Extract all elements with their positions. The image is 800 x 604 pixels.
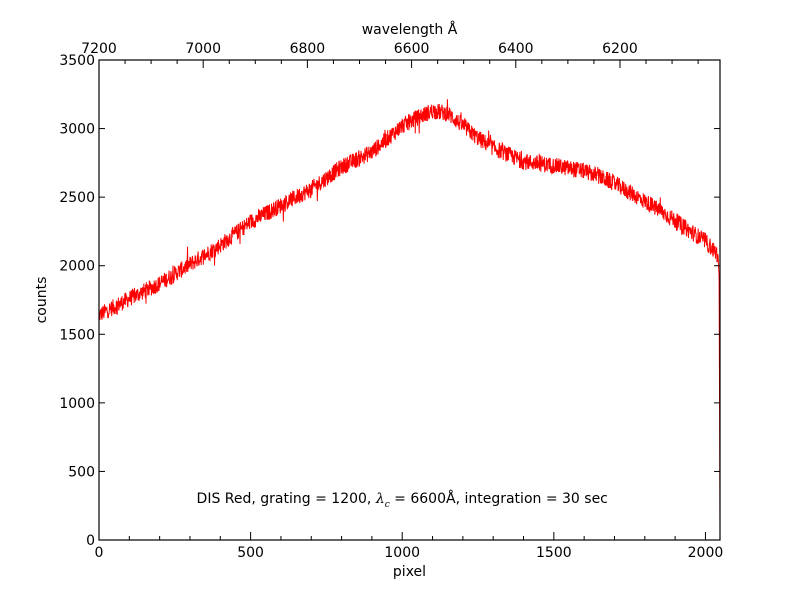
x-tick-label: 0 [95, 545, 104, 561]
y-tick-label: 500 [68, 464, 95, 480]
top-tick-label: 6800 [290, 41, 326, 57]
spectrum-annotation: DIS Red, grating = 1200, λc = 6600Å, int… [197, 490, 608, 510]
bottom-x-axis: 0 500 1000 1500 2000 [95, 532, 724, 561]
top-tick-label: 7200 [81, 41, 117, 57]
top-axis-label: wavelength Å [362, 21, 458, 38]
x-tick-label: 1500 [536, 545, 572, 561]
x-tick-label: 500 [237, 545, 264, 561]
top-tick-label: 6400 [498, 41, 534, 57]
top-wavelength-axis: 7200 7000 6800 6600 6400 6200 [81, 41, 699, 68]
y-tick-label: 1000 [59, 396, 95, 412]
y-tick-label: 3000 [59, 122, 95, 138]
y-tick-label: 3500 [59, 53, 95, 69]
top-tick-label: 7000 [185, 41, 221, 57]
series-line-spectrum [98, 99, 721, 527]
y-tick-label: 2000 [59, 259, 95, 275]
top-tick-label: 6200 [602, 41, 638, 57]
annotation-suffix: = 6600Å, integration = 30 sec [390, 490, 608, 507]
x-axis-label: pixel [393, 564, 426, 580]
annotation-subscript: c [385, 500, 390, 510]
x-tick-label: 2000 [688, 545, 724, 561]
y-tick-label: 1500 [59, 327, 95, 343]
x-tick-label: 1000 [384, 545, 420, 561]
left-y-axis: 0 500 1000 1500 2000 2500 3000 3500 [59, 53, 720, 549]
y-tick-label: 0 [86, 533, 95, 549]
annotation-prefix: DIS Red, grating = 1200, [197, 491, 376, 507]
axes-frame [98, 59, 721, 541]
y-axis-label: counts [34, 277, 50, 324]
top-tick-label: 6600 [394, 41, 430, 57]
plot-layer [98, 99, 721, 527]
y-tick-label: 2500 [59, 190, 95, 206]
annotation-lambda: λ [375, 491, 385, 507]
